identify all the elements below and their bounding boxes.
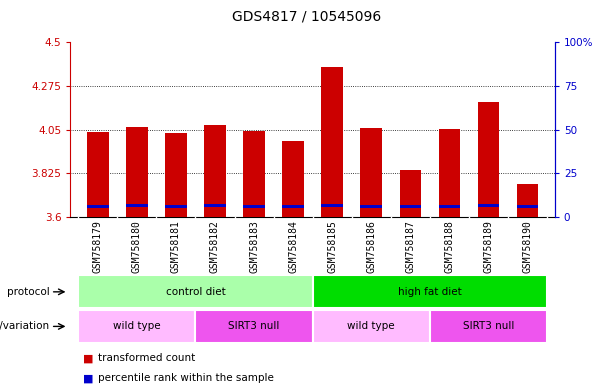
Text: GSM758183: GSM758183 <box>249 220 259 273</box>
Text: GSM758190: GSM758190 <box>522 220 533 273</box>
Bar <box>204 125 226 217</box>
Text: high fat diet: high fat diet <box>398 287 462 297</box>
Text: GSM758181: GSM758181 <box>171 220 181 273</box>
Text: GSM758189: GSM758189 <box>484 220 493 273</box>
Text: wild type: wild type <box>348 321 395 331</box>
Text: GSM758188: GSM758188 <box>444 220 454 273</box>
Bar <box>243 131 265 217</box>
Bar <box>360 205 382 208</box>
Text: protocol: protocol <box>7 287 49 297</box>
Bar <box>87 205 109 208</box>
Text: ■: ■ <box>83 353 93 363</box>
Bar <box>283 205 304 208</box>
Text: control diet: control diet <box>166 287 226 297</box>
Text: SIRT3 null: SIRT3 null <box>229 321 280 331</box>
Bar <box>400 170 421 217</box>
Bar <box>478 204 499 207</box>
Text: GSM758182: GSM758182 <box>210 220 220 273</box>
Bar <box>204 204 226 207</box>
Text: percentile rank within the sample: percentile rank within the sample <box>98 373 274 383</box>
Bar <box>313 275 547 308</box>
Bar <box>283 141 304 217</box>
Bar <box>196 310 313 343</box>
Bar <box>478 103 499 217</box>
Text: GSM758185: GSM758185 <box>327 220 337 273</box>
Bar <box>438 205 460 208</box>
Text: genotype/variation: genotype/variation <box>0 321 49 331</box>
Bar <box>430 310 547 343</box>
Text: SIRT3 null: SIRT3 null <box>463 321 514 331</box>
Bar <box>165 134 187 217</box>
Bar <box>165 205 187 208</box>
Bar <box>126 127 148 217</box>
Bar <box>313 310 430 343</box>
Bar <box>517 184 538 217</box>
Bar <box>321 204 343 207</box>
Text: GSM758180: GSM758180 <box>132 220 142 273</box>
Bar <box>243 205 265 208</box>
Text: GDS4817 / 10545096: GDS4817 / 10545096 <box>232 10 381 23</box>
Bar <box>517 205 538 208</box>
Bar <box>78 275 313 308</box>
Text: transformed count: transformed count <box>98 353 196 363</box>
Text: wild type: wild type <box>113 321 161 331</box>
Bar <box>400 205 421 208</box>
Text: GSM758179: GSM758179 <box>93 220 103 273</box>
Text: GSM758184: GSM758184 <box>288 220 298 273</box>
Text: GSM758186: GSM758186 <box>366 220 376 273</box>
Bar <box>360 127 382 217</box>
Text: ■: ■ <box>83 373 93 383</box>
Text: GSM758187: GSM758187 <box>405 220 415 273</box>
Bar <box>438 129 460 217</box>
Bar <box>87 132 109 217</box>
Bar <box>321 68 343 217</box>
Bar <box>126 204 148 207</box>
Bar <box>78 310 196 343</box>
